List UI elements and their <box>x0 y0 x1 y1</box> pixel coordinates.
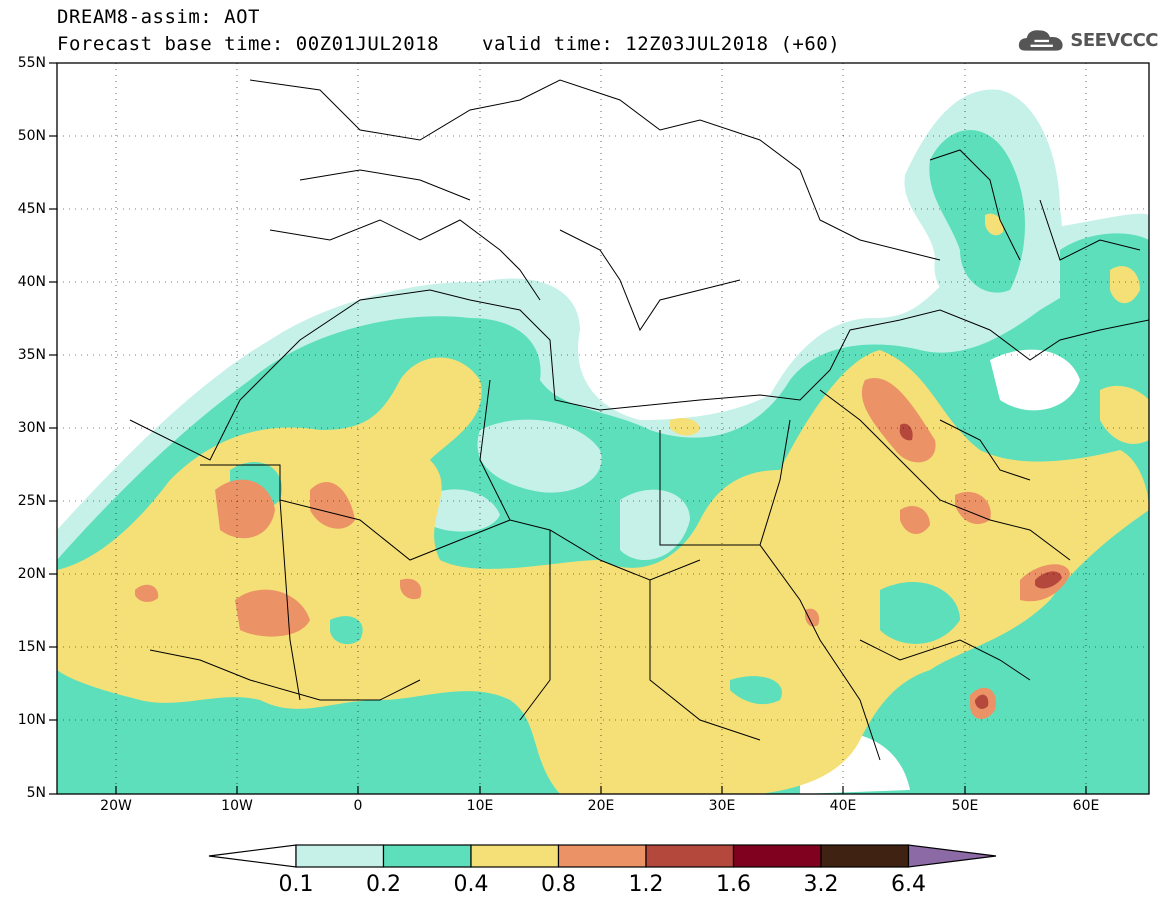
aot-field <box>57 63 1149 794</box>
colorbar-label-0.4: 0.4 <box>453 872 489 897</box>
grid <box>57 63 1149 794</box>
lon-label-50e: 50E <box>951 798 979 814</box>
lon-label-10w: 10W <box>221 798 253 814</box>
colorbar-box-1 <box>295 844 385 868</box>
lat-label-35n: 35N <box>17 347 46 363</box>
lat-label-15n: 15N <box>17 639 46 655</box>
colorbar-upper-arrow <box>907 844 997 868</box>
lon-label-40e: 40E <box>829 798 857 814</box>
lon-label-20w: 20W <box>100 798 132 814</box>
colorbar-box-6 <box>732 844 822 868</box>
colorbar-box-2 <box>382 844 472 868</box>
colorbar-label-0.1: 0.1 <box>278 872 314 897</box>
colorbar-box-4 <box>557 844 647 868</box>
country-borders <box>129 79 1149 761</box>
aot-band-0.4 <box>57 350 1149 794</box>
cloud-icon <box>1018 30 1063 51</box>
lon-label-0: 0 <box>353 798 363 814</box>
lat-label-5n: 5N <box>26 785 46 801</box>
lat-label-50n: 50N <box>17 128 46 144</box>
colorbar-label-0.8: 0.8 <box>541 872 576 897</box>
colorbar-label-1.6: 1.6 <box>716 872 751 897</box>
valid-time: valid time: 12Z03JUL2018 (+60) <box>482 33 841 55</box>
lat-label-55n: 55N <box>17 55 46 71</box>
colorbar-label-0.2: 0.2 <box>366 872 401 897</box>
coastline <box>129 289 1149 461</box>
map-title: DREAM8-assim: AOT <box>57 6 260 28</box>
colorbar-label-1.2: 1.2 <box>628 872 664 897</box>
lat-label-20n: 20N <box>17 566 46 582</box>
aot-band-0.8 <box>215 479 275 539</box>
lon-label-10e: 10E <box>466 798 494 814</box>
colorbar <box>208 844 997 868</box>
forecast-base-time: Forecast base time: 00Z01JUL2018 <box>57 33 440 55</box>
colorbar-label-6.4: 6.4 <box>891 872 926 897</box>
lon-label-20e: 20E <box>587 798 615 814</box>
lat-label-10n: 10N <box>17 712 46 728</box>
lat-label-30n: 30N <box>17 420 46 436</box>
colorbar-box-7 <box>820 844 910 868</box>
logo-text: SEEVCCC <box>1070 29 1158 51</box>
lat-label-25n: 25N <box>17 493 46 509</box>
colorbar-box-5 <box>645 844 735 868</box>
lon-label-30e: 30E <box>708 798 736 814</box>
tick-marks <box>49 62 1087 795</box>
lon-label-60e: 60E <box>1072 798 1100 814</box>
lat-label-45n: 45N <box>17 201 46 217</box>
lat-label-40n: 40N <box>17 274 46 290</box>
colorbar-box-3 <box>470 844 560 868</box>
seevccc-logo: SEEVCCC <box>1018 23 1158 57</box>
colorbar-label-3.2: 3.2 <box>803 872 839 897</box>
colorbar-lower-arrow <box>208 844 297 868</box>
